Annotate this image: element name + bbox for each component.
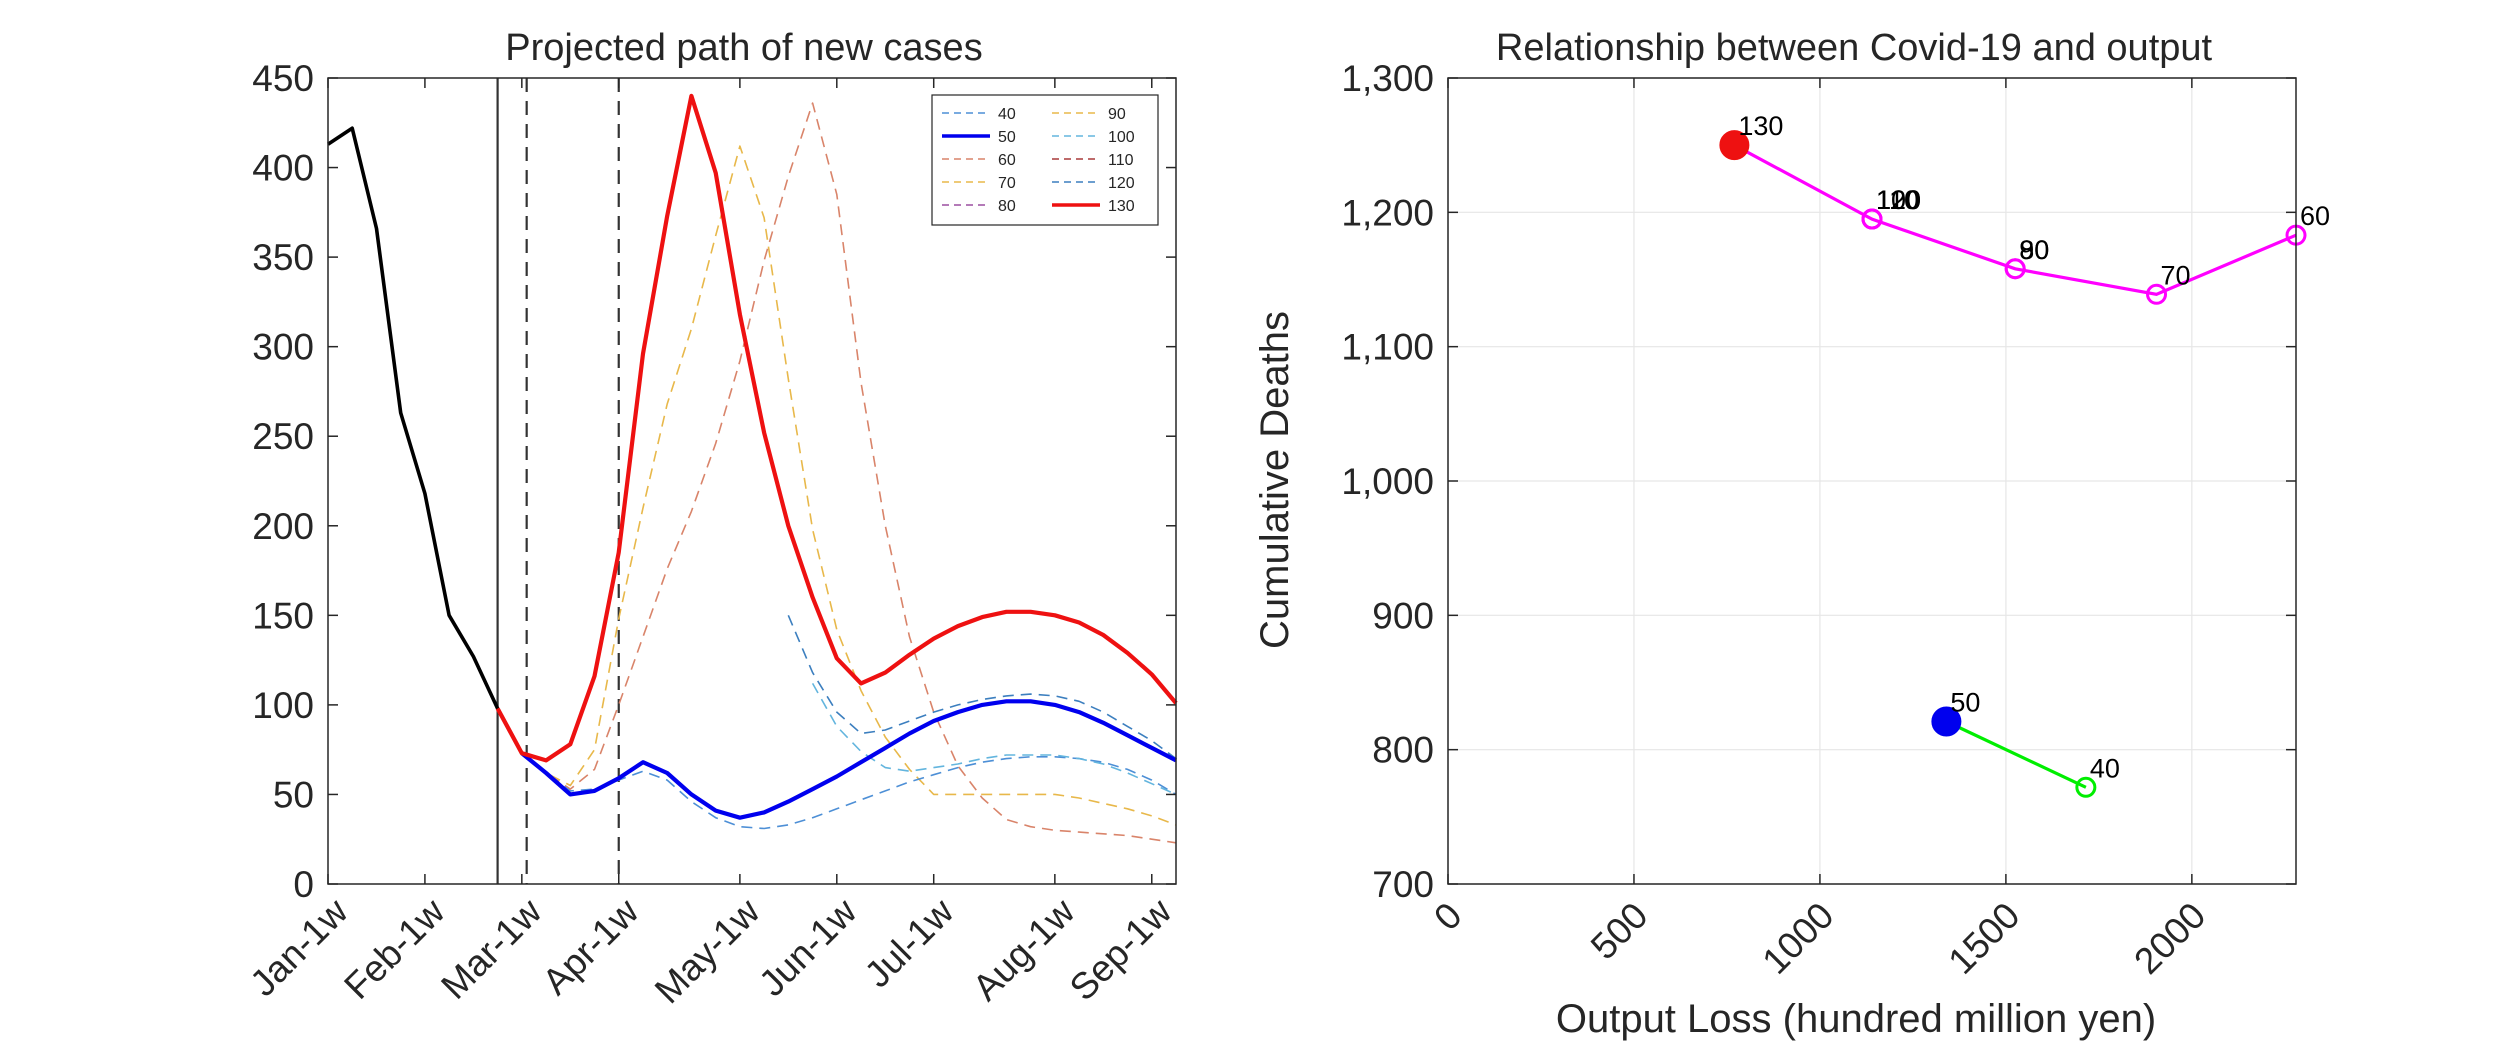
series-line-50 xyxy=(520,699,1177,820)
data-label-90: 90 xyxy=(2019,235,2049,265)
y-tick-label: 1,300 xyxy=(1341,58,1434,99)
y-tick-label: 50 xyxy=(273,774,314,815)
y-tick-label: 800 xyxy=(1372,730,1434,771)
x-tick-label: Jan-1w xyxy=(242,890,356,1004)
data-label-130: 130 xyxy=(1738,111,1783,141)
data-label-40: 40 xyxy=(2090,753,2120,783)
data-label-120: 120 xyxy=(1876,185,1921,215)
data-point-80 xyxy=(2004,258,2026,280)
y-tick-label: 450 xyxy=(252,58,314,99)
y-tick-label: 100 xyxy=(252,685,314,726)
legend-label-110: 110 xyxy=(1108,152,1134,169)
series-line-130 xyxy=(495,93,1178,763)
covid-output-chart: Relationship between Covid-19 and output… xyxy=(1253,27,2330,1041)
y-tick-label: 1,200 xyxy=(1341,192,1434,233)
legend-label-120: 120 xyxy=(1108,175,1135,192)
x-tick-label: Sep-1w xyxy=(1062,890,1180,1008)
data-label-60: 60 xyxy=(2300,201,2330,231)
y-tick-label: 1,000 xyxy=(1341,461,1434,502)
connector-line-1 xyxy=(1733,143,2297,296)
series-line-120 xyxy=(787,614,1177,760)
x-tick-label: 2000 xyxy=(2126,895,2213,982)
y-tick-label: 350 xyxy=(252,237,314,278)
y-tick-label: 400 xyxy=(252,148,314,189)
legend-label-130: 130 xyxy=(1108,198,1135,215)
y-tick-label: 1,100 xyxy=(1341,327,1434,368)
y-tick-label: 0 xyxy=(293,864,314,905)
y-tick-label: 200 xyxy=(252,506,314,547)
data-point-100 xyxy=(1861,208,1883,230)
data-label-50: 50 xyxy=(1950,687,1980,717)
data-point-50 xyxy=(1931,706,1962,737)
data-label-100: 100 xyxy=(1876,185,1921,215)
data-label-110: 110 xyxy=(1876,185,1919,215)
x-tick-label: Apr-1w xyxy=(535,890,647,1002)
y-tick-label: 700 xyxy=(1372,864,1434,905)
series-line-70 xyxy=(521,145,1177,826)
legend-label-50: 50 xyxy=(998,129,1016,146)
left-chart-title: Projected path of new cases xyxy=(505,27,982,69)
legend-box xyxy=(931,94,1159,226)
legend-label-60: 60 xyxy=(998,152,1016,169)
x-tick-label: Aug-1w xyxy=(965,890,1083,1008)
x-tick-label: 500 xyxy=(1583,895,1656,968)
legend-label-40: 40 xyxy=(998,106,1016,123)
data-point-70 xyxy=(2146,283,2168,305)
y-tick-label: 300 xyxy=(252,327,314,368)
y-tick-label: 150 xyxy=(252,595,314,636)
connector-line-2 xyxy=(1945,720,2087,789)
left-axes-box xyxy=(327,77,1177,885)
series-line-40 xyxy=(521,752,1177,830)
right-x-axis-label: Output Loss (hundred million yen) xyxy=(1556,997,2156,1041)
data-point-130 xyxy=(1719,130,1750,161)
data-label-80: 80 xyxy=(2019,235,2049,265)
legend-label-80: 80 xyxy=(998,198,1016,215)
series-line-history xyxy=(327,126,524,755)
new-cases-chart: Projected path of new cases 0 50 100 150 200… xyxy=(242,27,1179,1011)
x-tick-label: Feb-1w xyxy=(336,890,452,1006)
series-line-60 xyxy=(521,102,1177,844)
series-line-100 xyxy=(811,683,1177,796)
right-chart-title: Relationship between Covid-19 and output xyxy=(1496,27,2213,69)
x-tick-label: 1500 xyxy=(1940,895,2027,982)
x-tick-label: Jul-1w xyxy=(857,890,962,995)
data-point-40 xyxy=(2075,776,2097,798)
left-plot-area: 050100150200250300350400450Jan-1wFeb-1wM… xyxy=(242,58,1179,1011)
legend-label-100: 100 xyxy=(1108,129,1135,146)
data-label-70: 70 xyxy=(2161,260,2191,290)
legend-label-90: 90 xyxy=(1108,106,1126,123)
x-tick-label: May-1w xyxy=(647,890,768,1011)
chart-legend: 40 50 60 70 80 90 100 110 120 130 xyxy=(931,94,1159,226)
x-tick-label: 1000 xyxy=(1754,895,1841,982)
x-tick-label: Mar-1w xyxy=(433,890,549,1006)
x-tick-label: Jun-1w xyxy=(751,890,865,1004)
right-y-axis-label: Cumulative Deaths xyxy=(1253,311,1297,649)
y-tick-label: 250 xyxy=(252,416,314,457)
legend-label-70: 70 xyxy=(998,175,1016,192)
y-tick-label: 900 xyxy=(1372,595,1434,636)
